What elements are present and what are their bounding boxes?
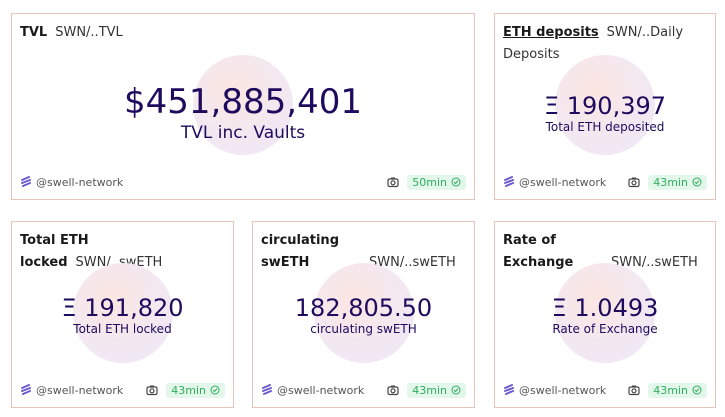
swell-logo-icon <box>504 384 514 395</box>
swell-logo-icon <box>21 176 31 187</box>
author-link[interactable]: @swell-network <box>519 383 607 397</box>
age-text: 43min <box>412 383 447 397</box>
age-text: 43min <box>653 175 688 189</box>
card-title[interactable]: Total ETH locked <box>20 233 89 270</box>
author-link[interactable]: @swell-network <box>36 383 124 397</box>
counter-label: Total ETH deposited <box>545 120 665 134</box>
author-link[interactable]: @swell-network <box>519 175 607 189</box>
author-link[interactable]: @swell-network <box>277 383 365 397</box>
refresh-badge[interactable]: 43min <box>407 382 466 398</box>
age-text: 43min <box>171 383 206 397</box>
counter-label: TVL inc. Vaults <box>180 123 306 143</box>
card-header: ETH deposits SWN/..Daily Deposits <box>503 22 707 66</box>
counter-value: 182,805.50 <box>294 294 433 322</box>
counter-value: Ξ 191,820 <box>61 294 184 322</box>
query-link[interactable]: SWN/..swETH <box>611 255 698 270</box>
camera-icon[interactable] <box>387 176 399 188</box>
counter-value: Ξ 1.0493 <box>551 294 659 322</box>
card-title[interactable]: TVL <box>20 25 48 40</box>
check-circle-icon <box>692 177 702 187</box>
counter-card: TVL SWN/..TVL $451,885,401 TVL inc. Vault… <box>11 13 475 200</box>
swell-logo-icon <box>262 384 272 395</box>
counter-label: Rate of Exchange <box>552 322 658 336</box>
check-circle-icon <box>210 385 220 395</box>
counter-label: Total ETH locked <box>73 322 172 336</box>
counter-card: Rate of Exchange SWN/..swETH Ξ 1.0493 Rat… <box>494 221 716 408</box>
background-orb <box>555 54 655 155</box>
background-orb <box>72 262 173 363</box>
camera-icon[interactable] <box>146 384 158 396</box>
card-title[interactable]: Rate of Exchange <box>503 233 574 270</box>
background-orb <box>193 54 293 155</box>
background-orb <box>555 262 655 363</box>
card-header: circulating swETH SWN/..swETH <box>261 230 466 274</box>
refresh-badge[interactable]: 43min <box>648 382 707 398</box>
camera-icon[interactable] <box>628 384 640 396</box>
card-title[interactable]: ETH deposits <box>503 25 599 40</box>
camera-icon[interactable] <box>628 176 640 188</box>
swell-logo-icon <box>504 176 514 187</box>
swell-logo-icon <box>21 384 31 395</box>
counter-card: circulating swETH SWN/..swETH 182,805.50 … <box>252 221 475 408</box>
camera-icon[interactable] <box>387 384 399 396</box>
card-header: Total ETH lockedSWN/..swETH <box>20 230 225 274</box>
check-circle-icon <box>451 385 461 395</box>
query-link[interactable]: SWN/..TVL <box>55 25 123 40</box>
counter-card: ETH deposits SWN/..Daily Deposits Ξ 190,3… <box>494 13 716 200</box>
age-text: 50min <box>412 175 447 189</box>
query-link[interactable]: SWN/..swETH <box>369 255 456 270</box>
counter-card: Total ETH lockedSWN/..swETH Ξ 191,820 To… <box>11 221 234 408</box>
check-circle-icon <box>692 385 702 395</box>
background-orb <box>313 262 414 363</box>
author-link[interactable]: @swell-network <box>36 175 124 189</box>
card-title[interactable]: circulating swETH <box>261 233 339 270</box>
refresh-badge[interactable]: 50min <box>407 174 466 190</box>
counter-label: circulating swETH <box>310 322 417 336</box>
query-link[interactable]: SWN/..Daily Deposits <box>503 25 684 62</box>
counter-value: $451,885,401 <box>124 82 362 122</box>
card-header: TVL SWN/..TVL <box>20 22 466 44</box>
check-circle-icon <box>451 177 461 187</box>
card-header: Rate of Exchange SWN/..swETH <box>503 230 707 274</box>
age-text: 43min <box>653 383 688 397</box>
counter-value: Ξ 190,397 <box>543 92 667 120</box>
refresh-badge[interactable]: 43min <box>648 174 707 190</box>
refresh-badge[interactable]: 43min <box>166 382 225 398</box>
